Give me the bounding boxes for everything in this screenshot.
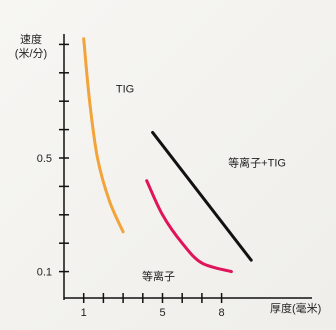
x-tick-label: 8 — [219, 307, 225, 319]
y-axis-title-line1: 速度 — [20, 32, 42, 46]
region-label: TIG — [116, 84, 134, 96]
region-label: 等离子 — [142, 269, 175, 283]
series-line-3 — [151, 130, 253, 262]
y-tick-label: 0.5 — [37, 153, 52, 165]
x-axis-title: 厚度(毫米) — [270, 301, 321, 315]
region-label: 等离子+TIG — [228, 156, 286, 170]
y-axis-title-line2: (米/分) — [15, 47, 47, 60]
x-tick-label: 1 — [81, 307, 87, 319]
y-tick-label: 0.1 — [37, 267, 52, 279]
plot-area — [59, 34, 312, 303]
x-tick-label: 5 — [159, 307, 165, 319]
series-line-1 — [82, 37, 125, 234]
series-line-2 — [145, 179, 233, 274]
